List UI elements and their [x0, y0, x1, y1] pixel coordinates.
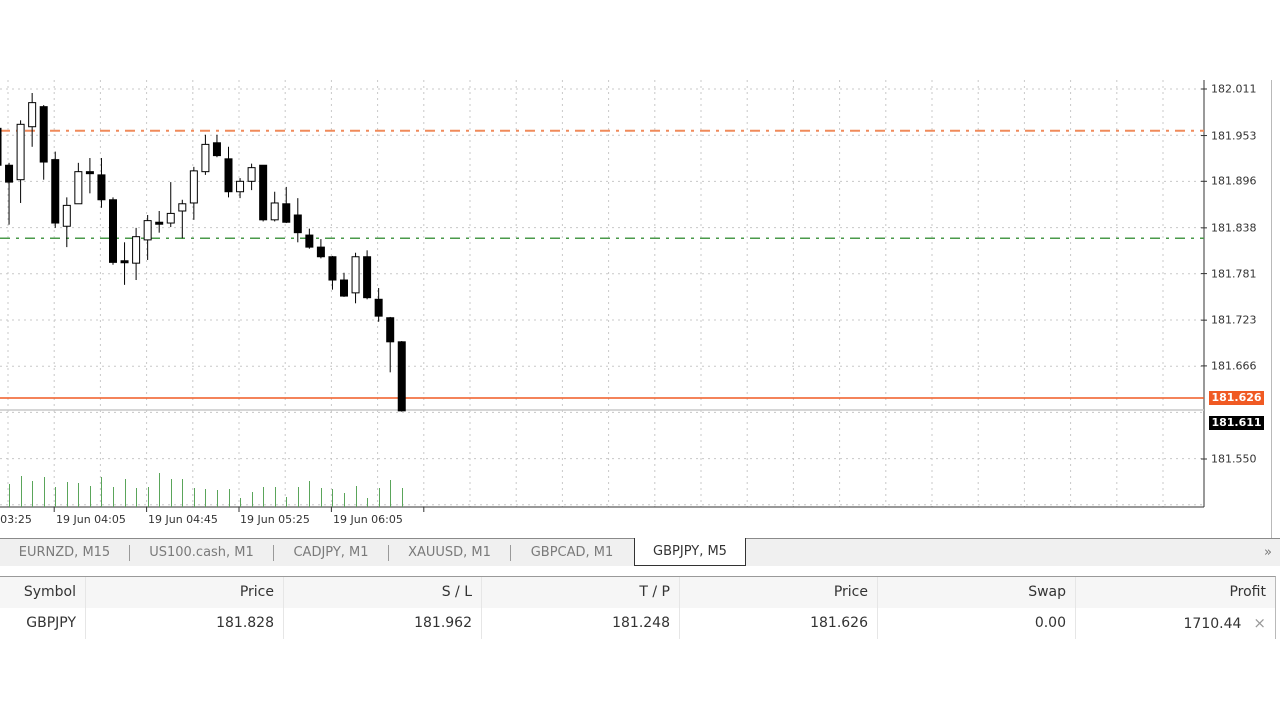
tab-eurnzd-m15[interactable]: EURNZD, M15	[18, 545, 111, 560]
candle	[293, 198, 302, 243]
candle	[259, 164, 268, 222]
col-stop-loss[interactable]: S / L	[284, 577, 482, 608]
candle	[328, 255, 337, 290]
col-take-profit[interactable]: T / P	[482, 577, 680, 608]
candle	[143, 215, 152, 260]
profit-value: 1710.44	[1183, 616, 1242, 632]
col-symbol[interactable]: Symbol	[0, 577, 86, 608]
candle	[109, 197, 117, 265]
cell-profit: 1710.44 ×	[1076, 608, 1275, 639]
time-axis-label: 19 Jun 06:05	[333, 513, 403, 526]
candle	[178, 199, 187, 239]
tab-separator	[273, 545, 274, 561]
tab-xauusd-m1[interactable]: XAUUSD, M1	[408, 545, 491, 560]
candle	[189, 166, 198, 220]
candle	[236, 178, 245, 199]
col-open-price[interactable]: Price	[86, 577, 284, 608]
candle	[97, 158, 106, 208]
candle	[363, 250, 372, 300]
candle	[386, 316, 395, 373]
candle	[120, 242, 129, 285]
candle	[5, 162, 14, 225]
candle	[212, 134, 221, 158]
price-axis-label: 181.666	[1211, 359, 1257, 373]
candle	[224, 146, 233, 198]
tab-separator	[129, 545, 130, 561]
tab-separator	[388, 545, 389, 561]
candle	[39, 105, 48, 180]
candle	[305, 228, 314, 249]
candle	[282, 186, 291, 224]
cell-open-price: 181.828	[86, 608, 284, 639]
price-axis-label: 181.896	[1211, 174, 1257, 188]
positions-header-row: Symbol Price S / L T / P Price Swap Prof…	[0, 577, 1275, 608]
cell-swap: 0.00	[878, 608, 1076, 639]
candle	[166, 182, 175, 228]
candle	[28, 93, 37, 147]
tab-gbpcad-m1[interactable]: GBPCAD, M1	[530, 545, 614, 560]
price-axis-label: 181.838	[1211, 221, 1257, 235]
candle	[351, 252, 360, 304]
ask-price-tag: 181.626	[1209, 391, 1264, 405]
time-axis-label: 19 Jun 04:05	[56, 513, 126, 526]
tab-us100-m1[interactable]: US100.cash, M1	[149, 545, 254, 560]
candle	[132, 227, 141, 281]
candle	[62, 197, 71, 248]
tabs-overflow-chevron-icon[interactable]: »	[1264, 545, 1272, 560]
candle	[74, 162, 83, 205]
candle	[247, 163, 256, 191]
tab-gbpjpy-m5[interactable]: GBPJPY, M5	[634, 538, 746, 566]
col-swap[interactable]: Swap	[878, 577, 1076, 608]
col-profit[interactable]: Profit	[1229, 584, 1266, 600]
positions-table: Symbol Price S / L T / P Price Swap Prof…	[0, 576, 1276, 639]
candle	[201, 134, 210, 175]
close-position-icon[interactable]: ×	[1253, 614, 1266, 632]
candle	[85, 158, 94, 194]
candle	[51, 151, 60, 228]
cell-take-profit[interactable]: 181.248	[482, 608, 680, 639]
candle	[155, 210, 164, 233]
bid-price-tag: 181.611	[1209, 416, 1264, 431]
candle	[270, 191, 279, 222]
tab-cadjpy-m1[interactable]: CADJPY, M1	[293, 545, 369, 560]
time-axis-label: 19 Jun 03:25	[0, 513, 32, 526]
cell-current-price: 181.626	[680, 608, 878, 639]
candle	[16, 120, 25, 203]
col-current-price[interactable]: Price	[680, 577, 878, 608]
candle	[397, 341, 406, 412]
chart-tab-bar: EURNZD, M15 US100.cash, M1 CADJPY, M1 XA…	[0, 538, 1280, 566]
tab-separator	[510, 545, 511, 561]
price-axis-label: 181.781	[1211, 267, 1257, 281]
price-chart[interactable]	[0, 80, 1272, 538]
candle	[316, 239, 325, 259]
cell-symbol: GBPJPY	[0, 608, 86, 639]
time-axis-label: 19 Jun 05:25	[240, 513, 310, 526]
candle	[340, 272, 348, 297]
candle	[0, 127, 2, 166]
price-axis-label: 181.953	[1211, 129, 1257, 143]
price-axis-label: 182.011	[1211, 82, 1257, 96]
table-row[interactable]: GBPJPY 181.828 181.962 181.248 181.626 0…	[0, 608, 1275, 639]
candle	[374, 288, 383, 322]
price-axis-label: 181.550	[1211, 452, 1257, 466]
chart-window[interactable]	[0, 80, 1272, 538]
cell-stop-loss[interactable]: 181.962	[284, 608, 482, 639]
time-axis-label: 19 Jun 04:45	[148, 513, 218, 526]
price-axis-label: 181.723	[1211, 313, 1257, 327]
